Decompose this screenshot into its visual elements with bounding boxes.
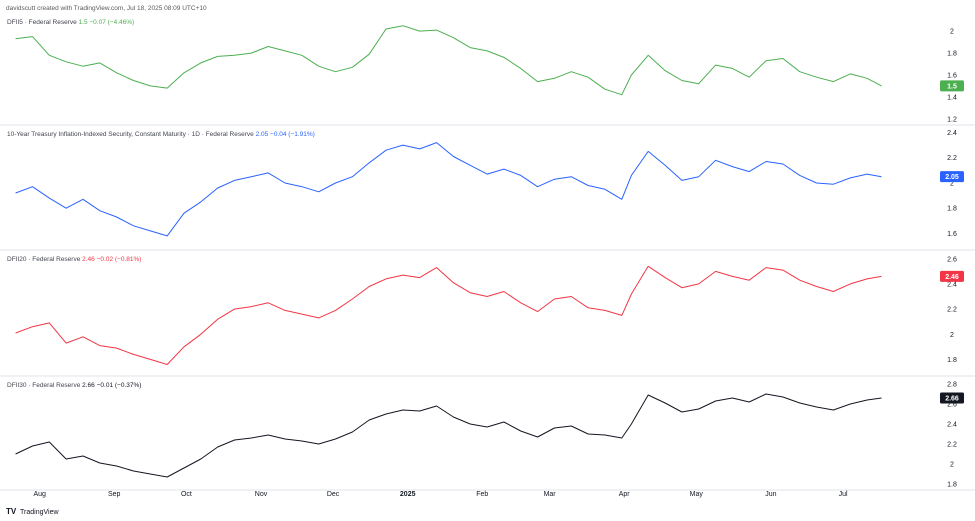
- last-value-badge-bg: [940, 392, 964, 404]
- y-tick-label: 2.2: [947, 442, 957, 449]
- last-value-badge-label: 2.66: [945, 396, 959, 403]
- attribution-text: davidscutt created with TradingView.com,…: [6, 5, 207, 12]
- series-name: DFII20 · Federal Reserve: [7, 256, 82, 263]
- x-tick-label: Mar: [544, 491, 557, 498]
- last-value-badge-bg: [940, 270, 964, 282]
- series-line[interactable]: [15, 265, 882, 365]
- y-tick-label: 2: [950, 462, 954, 469]
- series-title: 10-Year Treasury Inflation-Indexed Secur…: [7, 131, 315, 138]
- last-value-badge-label: 2.05: [945, 174, 959, 181]
- x-tick-label: Jun: [765, 491, 776, 498]
- x-tick-label: 2025: [400, 491, 416, 498]
- y-tick-label: 2.6: [947, 402, 957, 409]
- y-tick-label: 1.4: [947, 94, 957, 101]
- x-tick-label: Oct: [181, 491, 192, 498]
- series-last-value: 2.05: [256, 131, 270, 138]
- last-value-badge: 2.66: [940, 392, 964, 404]
- last-value-badge-label: 1.5: [947, 83, 957, 90]
- y-tick-label: 1.8: [947, 51, 957, 58]
- pane-4[interactable]: DFII30 · Federal Reserve 2.66 −0.01 (−0.…: [0, 382, 975, 491]
- x-tick-label: Feb: [476, 491, 488, 498]
- series-change: −0.04 (−1.91%): [270, 131, 315, 138]
- series-title: DFII5 · Federal Reserve 1.5 −0.07 (−4.46…: [7, 19, 134, 26]
- y-tick-label: 1.2: [947, 116, 957, 123]
- series-change: −0.02 (−0.81%): [97, 256, 142, 263]
- x-tick-label: Dec: [327, 491, 340, 498]
- last-value-badge-label: 2.46: [945, 274, 959, 281]
- tradingview-logo[interactable]: TV TradingView: [6, 507, 59, 516]
- series-title: DFII30 · Federal Reserve 2.66 −0.01 (−0.…: [7, 382, 141, 389]
- last-value-badge: 1.5: [940, 80, 964, 92]
- y-tick-label: 2.4: [947, 422, 957, 429]
- last-value-badge-bg: [940, 171, 964, 183]
- series-change: −0.01 (−0.37%): [97, 382, 142, 389]
- series-name: 10-Year Treasury Inflation-Indexed Secur…: [7, 131, 256, 138]
- pane-1[interactable]: DFII5 · Federal Reserve 1.5 −0.07 (−4.46…: [0, 19, 975, 126]
- last-value-badge-bg: [940, 80, 964, 92]
- series-line[interactable]: [15, 393, 882, 478]
- pane-2[interactable]: 10-Year Treasury Inflation-Indexed Secur…: [0, 130, 975, 251]
- series-change: −0.07 (−4.46%): [89, 19, 134, 26]
- y-tick-label: 2.8: [947, 382, 957, 389]
- last-value-badge: 2.05: [940, 171, 964, 183]
- series-title: DFII20 · Federal Reserve 2.46 −0.02 (−0.…: [7, 256, 141, 263]
- tv-logo-text: TradingView: [20, 509, 59, 516]
- x-tick-label: May: [690, 491, 704, 498]
- y-tick-label: 1.8: [947, 206, 957, 213]
- series-line[interactable]: [15, 142, 882, 237]
- y-tick-label: 1.6: [947, 231, 957, 238]
- x-tick-label: Jul: [839, 491, 848, 498]
- x-tick-label: Nov: [255, 491, 268, 498]
- y-tick-label: 2.4: [947, 281, 957, 288]
- time-axis: Aug Sep Oct Nov Dec 2025 Feb Mar Apr May Jun Jul: [0, 489, 975, 498]
- tv-logo-mark-icon: TV: [6, 507, 17, 516]
- y-tick-label: 2.2: [947, 155, 957, 162]
- y-tick-label: 2.6: [947, 256, 957, 263]
- series-last-value: 1.5: [79, 19, 90, 26]
- series-name: DFII30 · Federal Reserve: [7, 382, 82, 389]
- series-name: DFII5 · Federal Reserve: [7, 19, 79, 26]
- y-tick-label: 2: [950, 180, 954, 187]
- pane-3[interactable]: DFII20 · Federal Reserve 2.46 −0.02 (−0.…: [0, 256, 975, 377]
- y-tick-label: 2.2: [947, 307, 957, 314]
- last-value-badge: 2.46: [940, 270, 964, 282]
- series-last-value: 2.46: [82, 256, 96, 263]
- series-line[interactable]: [15, 25, 882, 96]
- y-tick-label: 1.8: [947, 357, 957, 364]
- x-tick-label: Aug: [33, 491, 46, 498]
- y-tick-label: 2.4: [947, 130, 957, 137]
- series-last-value: 2.66: [82, 382, 96, 389]
- x-tick-label: Apr: [619, 491, 631, 498]
- y-tick-label: 1.8: [947, 482, 957, 489]
- y-tick-label: 2: [950, 332, 954, 339]
- y-tick-label: 2: [950, 29, 954, 36]
- chart-panes: DFII5 · Federal Reserve 1.5 −0.07 (−4.46…: [0, 19, 975, 491]
- x-tick-label: Sep: [108, 491, 121, 498]
- y-tick-label: 1.6: [947, 72, 957, 79]
